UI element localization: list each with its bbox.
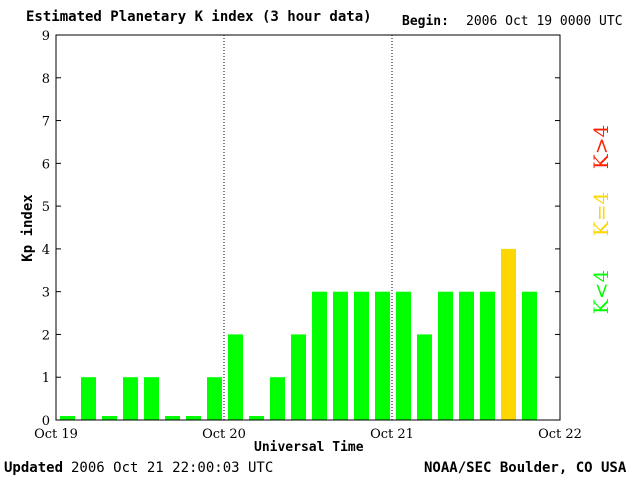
x-tick-label: Oct 19: [34, 427, 78, 442]
y-tick-label: 7: [42, 115, 50, 130]
bar: [522, 291, 537, 420]
bar: [207, 377, 222, 420]
bar: [144, 377, 159, 420]
bar: [459, 291, 474, 420]
x-tick-label: Oct 21: [370, 427, 414, 442]
y-tick-label: 9: [42, 29, 50, 44]
bar: [291, 334, 306, 420]
y-tick-label: 6: [42, 157, 50, 172]
y-tick-label: 8: [42, 72, 50, 87]
y-tick-label: 0: [42, 414, 50, 429]
y-tick-label: 5: [42, 200, 50, 215]
x-axis-label: Universal Time: [254, 440, 364, 455]
bar: [375, 291, 390, 420]
bar: [60, 416, 75, 420]
bar: [123, 377, 138, 420]
bar: [312, 291, 327, 420]
y-tick-label: 3: [42, 286, 50, 301]
x-tick-label: Oct 22: [538, 427, 582, 442]
legend-k-less-4: K<4: [589, 269, 613, 315]
y-tick-label: 2: [42, 328, 50, 343]
y-tick-label: 1: [42, 371, 50, 386]
begin-value: 2006 Oct 19 0000 UTC: [466, 14, 623, 29]
bar: [501, 248, 516, 420]
bar: [249, 416, 264, 420]
bar: [417, 334, 432, 420]
x-tick-label: Oct 20: [202, 427, 246, 442]
bar: [81, 377, 96, 420]
bar: [333, 291, 348, 420]
legend-k-greater-4: K>4: [589, 124, 613, 170]
chart-title: Estimated Planetary K index (3 hour data…: [26, 9, 372, 25]
bar: [354, 291, 369, 420]
y-tick-label: 4: [42, 243, 50, 258]
bar: [438, 291, 453, 420]
credit: NOAA/SEC Boulder, CO USA: [424, 460, 627, 476]
legend-k-equal-4: K=4: [589, 191, 613, 237]
begin-label: Begin:: [402, 14, 449, 29]
bar: [186, 416, 201, 420]
bar: [270, 377, 285, 420]
plot-frame: [55, 34, 561, 421]
bar: [165, 416, 180, 420]
bar: [228, 334, 243, 420]
bar: [480, 291, 495, 420]
bar: [396, 291, 411, 420]
updated-value: 2006 Oct 21 22:00:03 UTC: [71, 460, 274, 476]
bar: [102, 416, 117, 420]
updated-label: Updated: [4, 460, 64, 476]
